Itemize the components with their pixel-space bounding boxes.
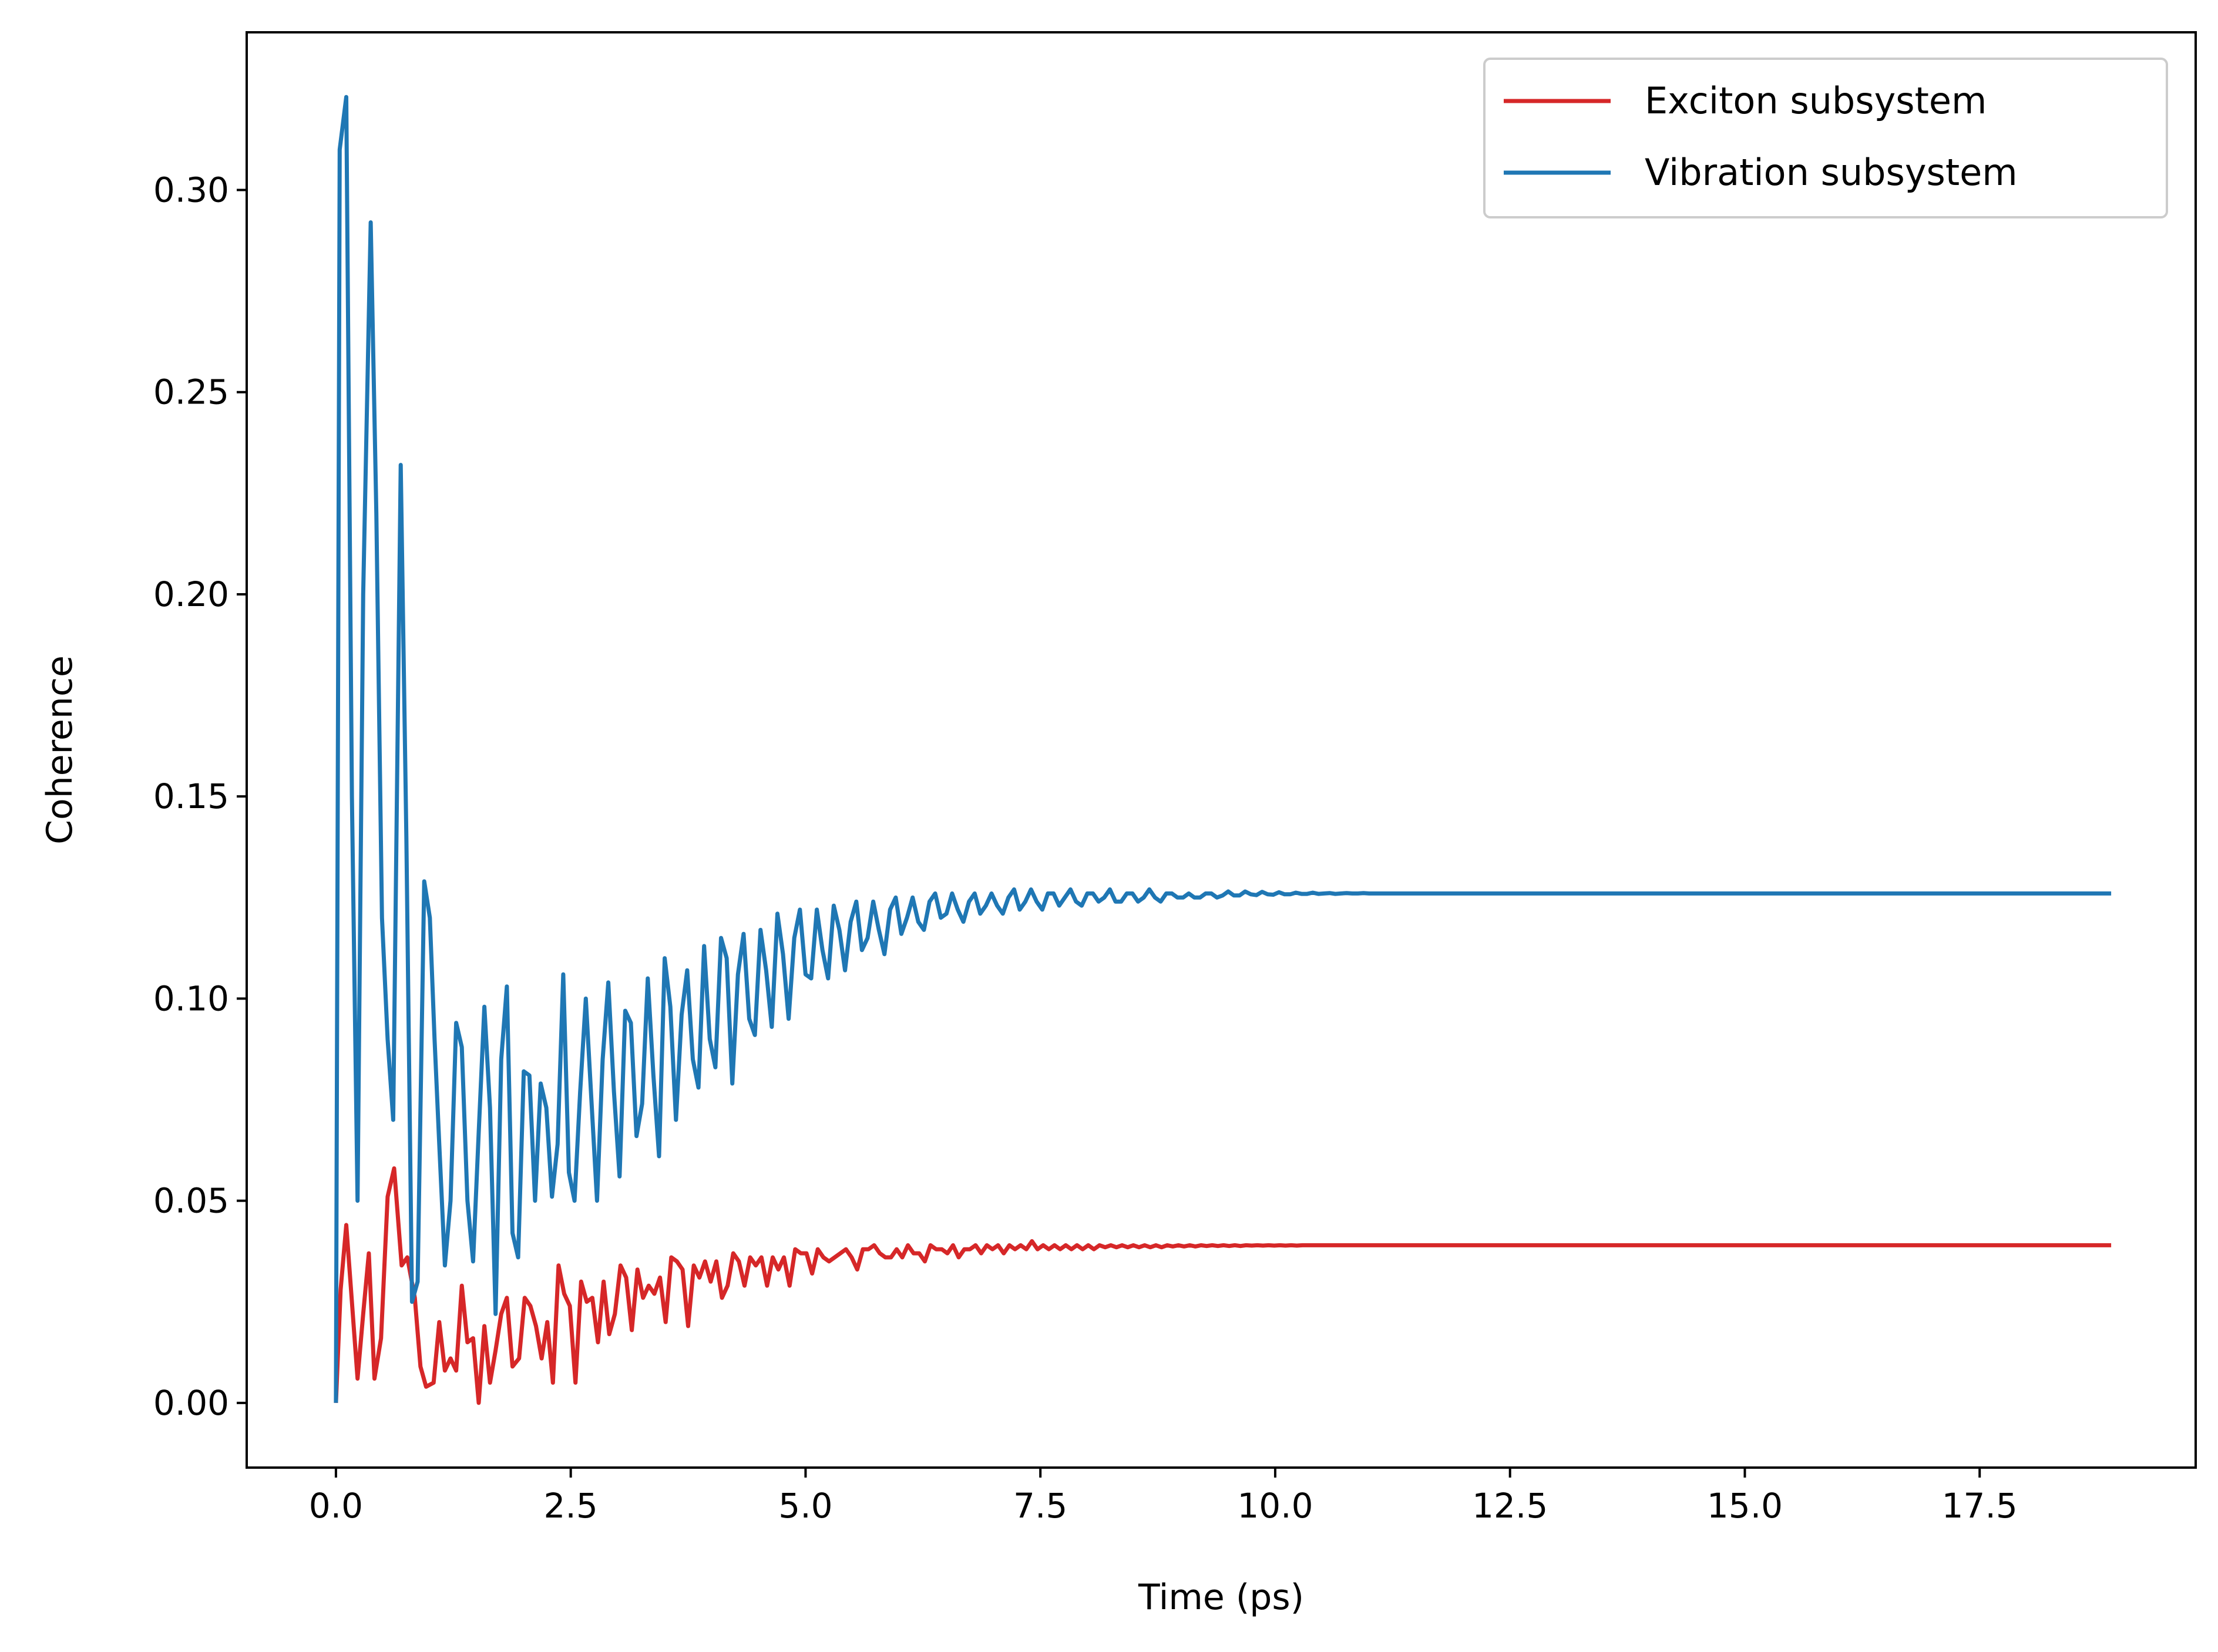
legend-label-vibration: Vibration subsystem: [1645, 151, 2018, 194]
x-tick-label: 15.0: [1707, 1486, 1783, 1526]
x-tick-label: 7.5: [1013, 1486, 1067, 1526]
legend-box: [1483, 58, 2168, 218]
x-axis-label: Time (ps): [1138, 1577, 1304, 1618]
legend: Exciton subsystem Vibration subsystem: [1483, 58, 2168, 218]
series-line-vibration: [334, 95, 2112, 1403]
x-tick-label: 2.5: [544, 1486, 598, 1526]
y-axis-label: Coherence: [39, 655, 80, 844]
plot-area: [246, 31, 2197, 1469]
y-tick-label: 0.00: [153, 1383, 229, 1423]
x-tick-label: 10.0: [1237, 1486, 1313, 1526]
y-tick-label: 0.30: [153, 170, 229, 210]
x-tick-label: 0.0: [309, 1486, 363, 1526]
y-tick-label: 0.10: [153, 978, 229, 1018]
series-layer: [334, 95, 2112, 1405]
x-axis-ticks: 0.0 2.5 5.0 7.5 10.0 12.5 15.0 17.5: [309, 1468, 2018, 1526]
y-axis-ticks: 0.00 0.05 0.10 0.15 0.20 0.25 0.30: [153, 170, 247, 1423]
axes-frame: [246, 31, 2197, 1469]
series-line-exciton: [334, 1166, 2112, 1405]
legend-label-exciton: Exciton subsystem: [1645, 79, 1987, 122]
y-tick-label: 0.20: [153, 574, 229, 614]
y-tick-label: 0.05: [153, 1181, 229, 1221]
x-tick-label: 12.5: [1472, 1486, 1548, 1526]
x-tick-label: 17.5: [1942, 1486, 2018, 1526]
x-tick-label: 5.0: [778, 1486, 832, 1526]
y-tick-label: 0.25: [153, 372, 229, 412]
y-tick-label: 0.15: [153, 776, 229, 816]
